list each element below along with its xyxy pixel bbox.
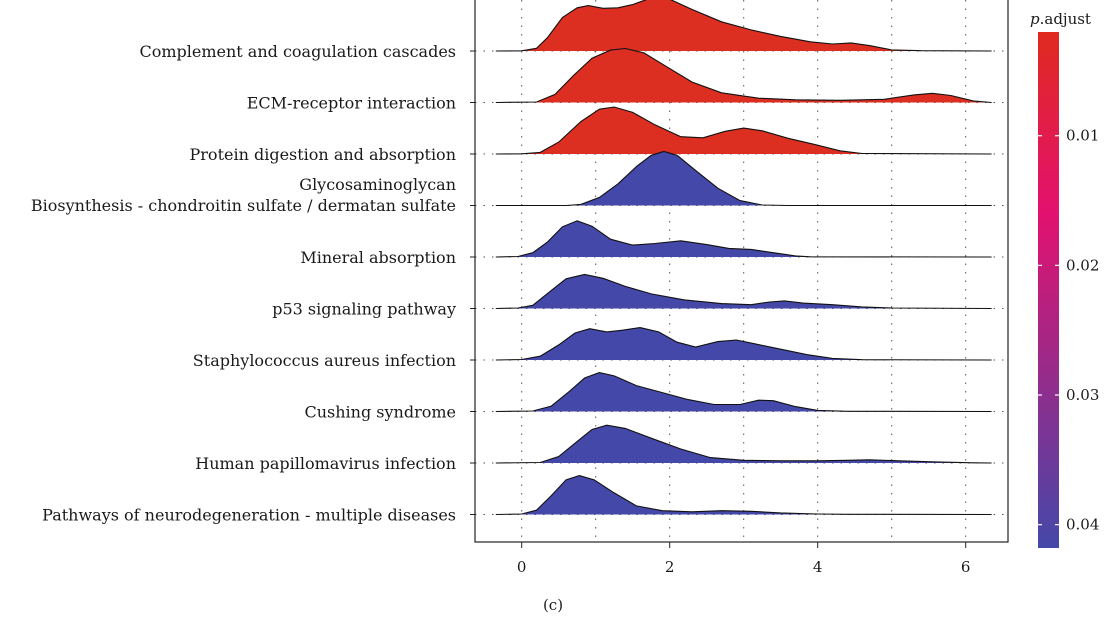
ridge-fill	[495, 48, 992, 103]
ridge-fill	[495, 0, 992, 51]
category-label: ECM-receptor interaction	[247, 94, 456, 113]
category-label: Complement and coagulation cascades	[139, 42, 456, 61]
ridge-outline	[495, 424, 992, 464]
ridge-outline	[495, 106, 992, 155]
legend-colorbar	[1038, 32, 1059, 548]
category-label: Biosynthesis - chondroitin sulfate / der…	[31, 196, 456, 215]
ridge-outline	[495, 220, 992, 258]
ridge-outline	[495, 150, 992, 207]
x-tick-label: 6	[961, 558, 971, 576]
category-label: Cushing syndrome	[304, 403, 456, 422]
ridge-fill	[495, 151, 992, 206]
ridge-outline	[495, 372, 992, 413]
ridge-outline	[495, 0, 992, 52]
category-label: Glycosaminoglycan	[299, 175, 456, 194]
legend-title-rest: .adjust	[1040, 10, 1091, 28]
category-label: Pathways of neurodegeneration - multiple…	[42, 506, 456, 525]
panel-label: (c)	[543, 596, 563, 614]
x-axis: 0 2 4 6	[517, 542, 971, 576]
density-ridges	[495, 0, 992, 516]
category-label: Human papillomavirus infection	[195, 454, 456, 473]
ridge-outline	[495, 273, 992, 310]
ridge-fill	[495, 425, 992, 463]
legend-title-italic: p	[1030, 10, 1040, 28]
x-tick-label: 4	[813, 558, 823, 576]
color-legend: p.adjust 0.01 0.02 0.03 0.04	[1030, 10, 1099, 548]
ridge-fill	[495, 220, 992, 257]
category-label: Mineral absorption	[300, 248, 456, 267]
legend-ticks: 0.01 0.02 0.03 0.04	[1038, 127, 1099, 534]
ridge-fill	[495, 372, 992, 412]
plot-panel-border	[474, 0, 1009, 543]
ridge-outline	[495, 475, 992, 516]
ridge-fill	[495, 475, 992, 515]
ridge-fill	[495, 327, 992, 360]
x-tick-label: 0	[517, 558, 527, 576]
legend-title: p.adjust	[1030, 10, 1091, 28]
ridge-fill	[495, 107, 992, 154]
ridge-outline	[495, 47, 992, 104]
category-label: p53 signaling pathway	[272, 300, 456, 319]
category-labels: Complement and coagulation cascades ECM-r…	[31, 42, 475, 525]
legend-tick-label: 0.03	[1066, 386, 1099, 404]
legend-tick-label: 0.01	[1066, 127, 1099, 145]
x-tick-label: 2	[665, 558, 675, 576]
category-label: Protein digestion and absorption	[190, 145, 456, 164]
ridge-outline	[495, 327, 992, 361]
ridge-fill	[495, 274, 992, 309]
legend-tick-label: 0.04	[1066, 516, 1099, 534]
category-label: Staphylococcus aureus infection	[193, 351, 456, 370]
legend-tick-label: 0.02	[1066, 256, 1099, 274]
